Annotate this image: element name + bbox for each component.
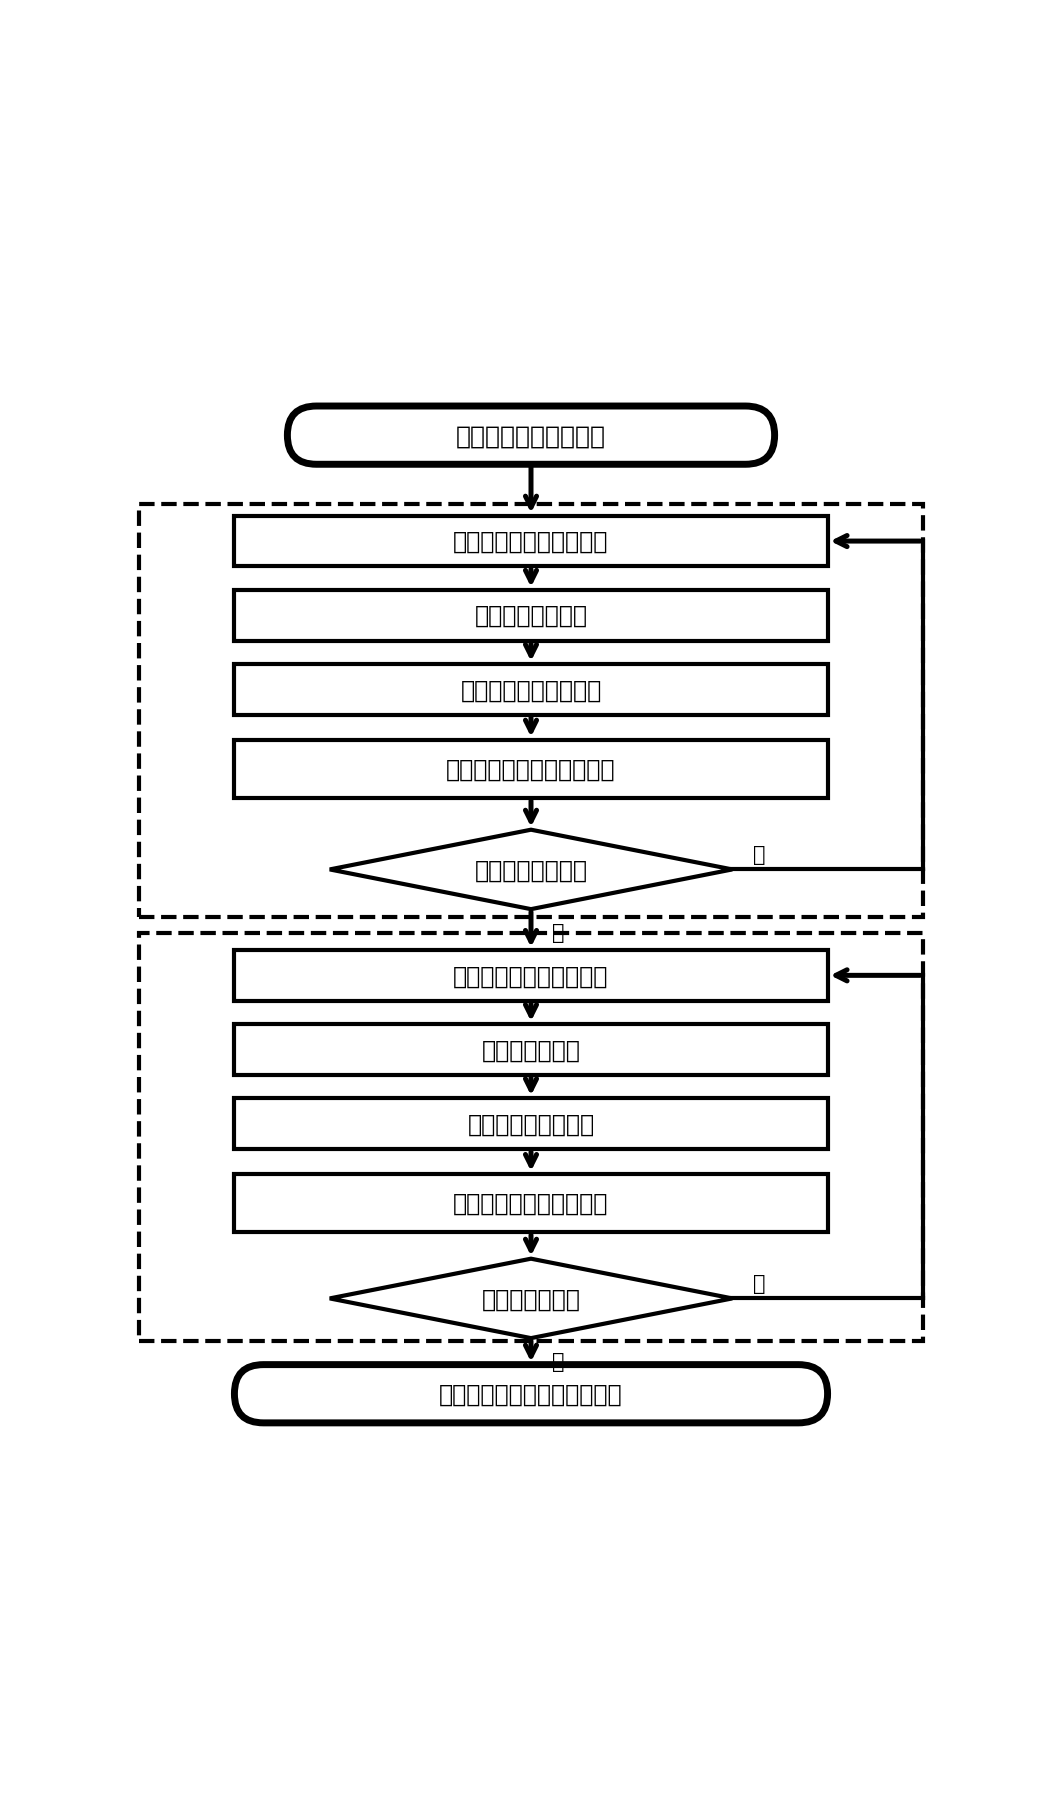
Text: 涡轮变工况匹配性能分析: 涡轮变工况匹配性能分析 <box>453 1192 609 1215</box>
Bar <box>235 740 827 798</box>
Bar <box>235 591 827 642</box>
FancyBboxPatch shape <box>235 1364 827 1424</box>
Text: 给定增压系统设计目标: 给定增压系统设计目标 <box>456 424 606 448</box>
FancyBboxPatch shape <box>288 406 774 464</box>
Bar <box>139 504 923 918</box>
Bar <box>139 934 923 1341</box>
Bar <box>235 1025 827 1076</box>
Text: 涡轮级中线设计: 涡轮级中线设计 <box>481 1038 581 1061</box>
Bar <box>235 951 827 1001</box>
Text: 压气机级中线设计: 压气机级中线设计 <box>475 604 587 628</box>
Polygon shape <box>329 1259 733 1339</box>
Text: 运行在高效率区: 运行在高效率区 <box>481 1286 581 1312</box>
Text: 是: 是 <box>552 922 565 941</box>
Bar <box>235 1099 827 1150</box>
Text: 两级涡轮设计膨胀比分配: 两级涡轮设计膨胀比分配 <box>453 963 609 989</box>
Text: 是: 是 <box>552 1351 565 1371</box>
Text: 压气机变工况匹配性能分析: 压气机变工况匹配性能分析 <box>446 758 616 782</box>
Text: 涡轮级喷嘴二次设计: 涡轮级喷嘴二次设计 <box>467 1112 595 1136</box>
Text: 确定增压系统设计及控制方案: 确定增压系统设计及控制方案 <box>440 1382 622 1406</box>
Text: 压气机级蜗壳二次设计: 压气机级蜗壳二次设计 <box>460 678 602 702</box>
Text: 失速裕度满足要求: 失速裕度满足要求 <box>475 858 587 882</box>
Text: 否: 否 <box>753 844 766 863</box>
Bar <box>235 517 827 568</box>
Bar <box>235 1174 827 1232</box>
Polygon shape <box>329 831 733 909</box>
Text: 否: 否 <box>753 1273 766 1293</box>
Text: 两级压气机设计压比分配: 两级压气机设计压比分配 <box>453 530 609 553</box>
Bar <box>235 664 827 715</box>
